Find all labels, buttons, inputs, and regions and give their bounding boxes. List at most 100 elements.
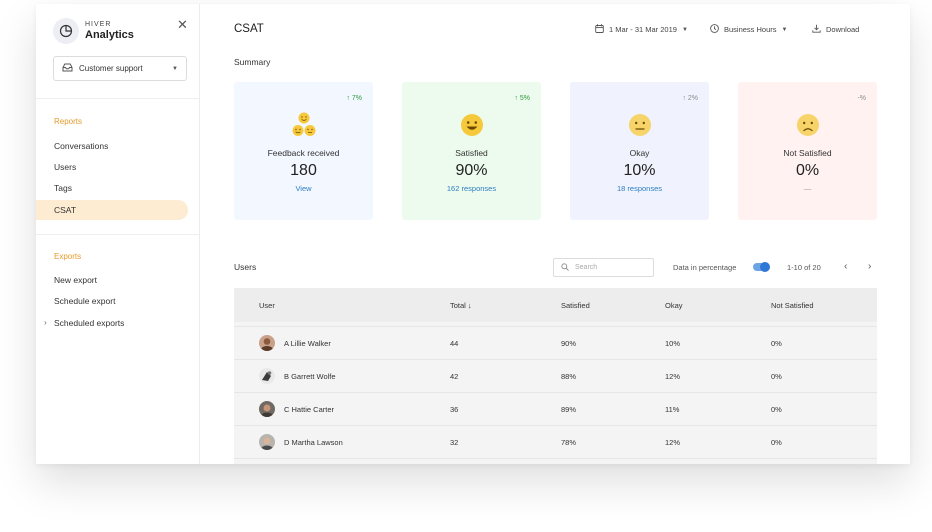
search-placeholder: Search	[575, 264, 598, 271]
page-title: CSAT	[234, 23, 264, 35]
sidebar: HIVER Analytics ✕ Customer support ▼ Rep…	[36, 4, 200, 464]
sidebar-item-schedule-export[interactable]: Schedule export	[54, 296, 116, 306]
column-header-satisfied[interactable]: Satisfied	[561, 301, 590, 310]
avatar	[259, 335, 275, 351]
search-icon	[561, 262, 569, 273]
clock-icon	[710, 24, 719, 35]
trend-indicator: ↑ 2%	[682, 95, 698, 102]
hours-label: Business Hours	[724, 25, 777, 34]
pie-chart-icon	[53, 18, 79, 44]
analytics-window: HIVER Analytics ✕ Customer support ▼ Rep…	[36, 4, 910, 464]
chevron-down-icon: ▼	[172, 65, 178, 72]
card-label: Feedback received	[267, 148, 340, 158]
user-name: D Martha Lawson	[284, 438, 343, 447]
total-cell: 32	[450, 438, 459, 447]
trend-indicator: -%	[857, 95, 866, 102]
emoji-group-icon	[234, 112, 373, 138]
card-value: 0%	[795, 162, 820, 179]
divider	[36, 234, 200, 235]
reports-section-title: Reports	[54, 117, 83, 126]
card-value: 180	[290, 162, 317, 179]
not-satisfied-card: -% Not Satisfied 0% —	[738, 82, 877, 220]
download-label: Download	[826, 25, 860, 34]
total-cell: 36	[450, 405, 459, 414]
download-button[interactable]: Download	[812, 24, 864, 35]
inbox-selector-label: Customer support	[79, 64, 143, 73]
card-label: Okay	[629, 148, 650, 158]
not-satisfied-cell: 0%	[771, 438, 782, 447]
responses-link[interactable]: 18 responses	[616, 184, 663, 193]
sidebar-item-scheduled-exports[interactable]: Scheduled exports	[54, 318, 125, 328]
sidebar-item-tags[interactable]: Tags	[54, 183, 72, 193]
card-label: Not Satisfied	[783, 148, 832, 158]
column-header-total[interactable]: Total ↓	[450, 301, 472, 310]
sidebar-item-users[interactable]: Users	[54, 162, 77, 172]
okay-cell: 12%	[665, 438, 681, 447]
brand-product: Analytics	[85, 29, 134, 41]
calendar-icon	[595, 24, 604, 35]
not-satisfied-cell: 0%	[771, 339, 782, 348]
total-cell: 42	[450, 372, 459, 381]
date-range-label: 1 Mar - 31 Mar 2019	[609, 25, 677, 34]
okay-cell: 10%	[665, 339, 681, 348]
sidebar-item-new-export[interactable]: New export	[54, 275, 97, 285]
card-sub: —	[803, 184, 812, 193]
sidebar-item-conversations[interactable]: Conversations	[54, 141, 109, 151]
search-input[interactable]: Search	[553, 258, 654, 277]
sad-face-icon	[738, 112, 877, 138]
brand-company: HIVER	[85, 21, 112, 28]
hours-selector[interactable]: Business Hours ▼	[710, 24, 787, 35]
okay-cell: 11%	[665, 405, 680, 414]
inbox-icon	[62, 63, 73, 74]
table-row[interactable]	[234, 458, 877, 464]
column-header-not-satisfied[interactable]: Not Satisfied	[771, 301, 814, 310]
table-row[interactable]: D Martha Lawson 32 78% 12% 0%	[234, 425, 877, 458]
card-value: 90%	[455, 162, 488, 179]
column-header-user[interactable]: User	[259, 301, 275, 310]
user-name: B Garrett Wolfe	[284, 372, 336, 381]
table-row[interactable]: B Garrett Wolfe 42 88% 12% 0%	[234, 359, 877, 392]
chevron-down-icon: ▼	[781, 26, 788, 33]
main-content: CSAT 1 Mar - 31 Mar 2019 ▼ Business	[201, 4, 910, 464]
satisfied-cell: 90%	[561, 339, 577, 348]
pagination-label: 1-10 of 20	[787, 263, 821, 272]
satisfied-cell: 78%	[561, 438, 577, 447]
sidebar-item-csat[interactable]: CSAT	[54, 205, 77, 215]
okay-cell: 12%	[665, 372, 681, 381]
percentage-toggle-label: Data in percentage	[673, 263, 737, 272]
responses-link[interactable]: 162 responses	[446, 184, 497, 193]
chevron-right-icon[interactable]: ›	[44, 318, 47, 327]
close-icon[interactable]: ✕	[177, 17, 188, 32]
satisfied-cell: 89%	[561, 405, 577, 414]
happy-face-icon	[402, 112, 541, 138]
user-name: A Lillie Walker	[284, 339, 331, 348]
table-header: User Total ↓ Satisfied Okay Not Satisfie…	[234, 288, 877, 322]
feedback-received-card: ↑ 7% Feedback received 180 View	[234, 82, 373, 220]
date-range-picker[interactable]: 1 Mar - 31 Mar 2019 ▼	[595, 24, 688, 35]
chevron-down-icon: ▼	[681, 26, 688, 33]
okay-card: ↑ 2% Okay 10% 18 responses	[570, 82, 709, 220]
avatar	[259, 368, 275, 384]
satisfied-card: ↑ 5% Satisfied 90% 162 responses	[402, 82, 541, 220]
avatar	[259, 401, 275, 417]
trend-indicator: ↑ 5%	[514, 95, 530, 102]
brand: HIVER Analytics	[53, 18, 134, 44]
table-row[interactable]: C Hattie Carter 36 89% 11% 0%	[234, 392, 877, 425]
view-link[interactable]: View	[295, 184, 312, 193]
next-page-button[interactable]: ›	[868, 261, 872, 272]
percentage-toggle[interactable]	[753, 262, 770, 272]
user-name: C Hattie Carter	[284, 405, 335, 414]
prev-page-button[interactable]: ‹	[844, 261, 848, 272]
trend-indicator: ↑ 7%	[346, 95, 362, 102]
neutral-face-icon	[570, 112, 709, 138]
satisfied-cell: 88%	[561, 372, 577, 381]
divider	[36, 98, 200, 99]
inbox-selector[interactable]: Customer support ▼	[53, 56, 187, 81]
table-row[interactable]: A Lillie Walker 44 90% 10% 0%	[234, 326, 877, 359]
download-icon	[812, 24, 821, 35]
card-value: 10%	[623, 162, 656, 179]
card-label: Satisfied	[455, 148, 488, 158]
active-nav-highlight	[36, 200, 188, 220]
column-header-okay[interactable]: Okay	[665, 301, 683, 310]
users-title: Users	[234, 262, 257, 272]
